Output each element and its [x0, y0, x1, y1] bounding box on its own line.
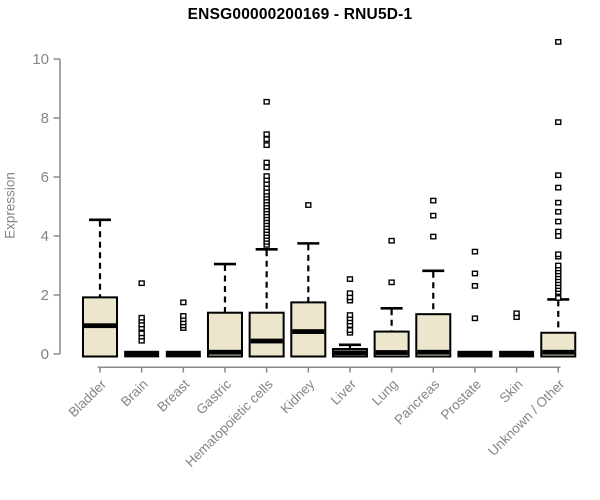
outlier-point — [388, 237, 395, 244]
x-tick-label: Unknown / Other — [485, 376, 568, 459]
y-tick-label: 8 — [41, 110, 49, 127]
outlier-point — [430, 197, 437, 204]
outlier-point — [263, 98, 270, 105]
outlier-point — [555, 262, 562, 269]
outlier-point — [263, 173, 270, 180]
median-line — [208, 349, 241, 355]
outlier-point — [555, 228, 562, 235]
outlier-point — [555, 119, 562, 126]
outlier-point — [388, 279, 395, 286]
outlier-point — [263, 159, 270, 166]
outlier-point — [555, 218, 562, 225]
box-flat — [457, 350, 493, 358]
outlier-point — [555, 172, 562, 179]
outlier-point — [555, 295, 562, 301]
y-tick-label: 10 — [32, 51, 49, 68]
outlier-point — [346, 312, 354, 318]
median-line — [333, 350, 366, 356]
box — [248, 311, 285, 358]
box — [415, 313, 452, 358]
outlier-point — [555, 208, 562, 215]
box-flat — [499, 350, 535, 358]
median-line — [417, 349, 450, 355]
outlier-point — [263, 136, 270, 143]
x-tick-label: Brain — [118, 377, 151, 410]
outlier-point — [430, 212, 437, 219]
outlier-point — [555, 184, 562, 191]
outlier-point — [180, 313, 187, 319]
outlier-point — [513, 310, 520, 317]
x-tick-label: Bladder — [66, 376, 110, 420]
box — [206, 311, 243, 358]
x-tick-label: Gastric — [193, 376, 234, 417]
outlier-point — [471, 270, 479, 277]
y-tick-label: 2 — [41, 287, 49, 304]
outlier-point — [555, 38, 562, 45]
y-tick-label: 4 — [41, 228, 49, 245]
x-tick-label: Kidney — [278, 376, 318, 416]
outlier-point — [263, 164, 270, 171]
y-tick-label: 6 — [41, 169, 49, 186]
outlier-point — [138, 280, 145, 287]
median-line — [250, 338, 283, 344]
median-line — [84, 323, 116, 329]
outlier-point — [138, 314, 145, 321]
outlier-point — [430, 233, 437, 240]
x-tick-label: Liver — [328, 376, 360, 408]
outlier-point — [180, 299, 187, 306]
outlier-point — [263, 142, 270, 149]
box-flat — [165, 350, 201, 358]
median-line — [375, 350, 408, 355]
outlier-point — [346, 327, 354, 334]
outlier-point — [346, 276, 354, 282]
outlier-point — [471, 282, 479, 289]
x-tick-label: Lung — [369, 377, 401, 409]
outlier-point — [555, 199, 562, 206]
chart-title: ENSG00000200169 - RNU5D-1 — [187, 6, 413, 23]
outlier-point — [305, 202, 312, 208]
x-tick-label: Pancreas — [391, 376, 442, 427]
x-tick-label: Breast — [154, 376, 192, 414]
outlier-point — [138, 330, 145, 337]
box-flat — [124, 350, 160, 358]
median-line — [542, 349, 575, 355]
y-tick-label: 0 — [41, 346, 49, 363]
outlier-point — [471, 315, 479, 322]
x-tick-label: Skin — [497, 377, 526, 406]
outlier-point — [471, 248, 479, 255]
outlier-point — [263, 131, 270, 138]
median-line — [292, 329, 325, 334]
x-tick-label: Prostate — [438, 377, 484, 423]
outlier-point — [346, 290, 354, 297]
outlier-point — [555, 251, 562, 258]
